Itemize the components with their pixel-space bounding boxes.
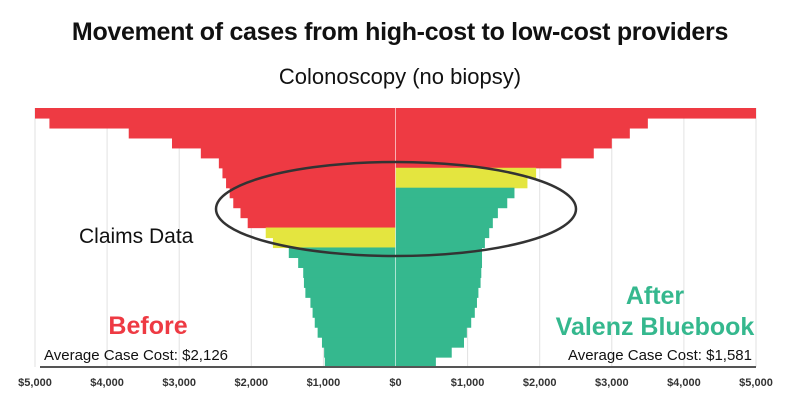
after-label-line2: Valenz Bluebook xyxy=(556,313,755,341)
x-tick-label: $5,000 xyxy=(739,377,773,389)
before-bar-low-cost xyxy=(312,307,396,318)
after-bar-mid-cost xyxy=(395,177,528,189)
x-tick-label: $3,000 xyxy=(595,377,629,389)
before-bar-low-cost xyxy=(298,257,396,268)
before-bar-high-cost xyxy=(128,127,396,139)
before-bar-mid-cost xyxy=(272,237,396,249)
after-bar-low-cost xyxy=(395,257,483,268)
before-average-cost: Average Case Cost: $2,126 xyxy=(44,347,228,364)
after-bar-low-cost xyxy=(395,217,493,229)
after-average-cost: Average Case Cost: $1,581 xyxy=(568,347,752,364)
claims-data-label: Claims Data xyxy=(79,225,194,248)
after-bar-low-cost xyxy=(395,307,475,318)
after-bar-low-cost xyxy=(395,317,472,328)
before-bar-low-cost xyxy=(305,287,396,298)
after-bar-low-cost xyxy=(395,357,436,368)
after-bar-high-cost xyxy=(395,117,648,129)
after-bar-low-cost xyxy=(395,277,481,288)
after-bar-high-cost xyxy=(395,137,612,149)
before-bar-high-cost xyxy=(35,108,396,119)
after-bar-low-cost xyxy=(395,207,498,219)
before-bar-low-cost xyxy=(310,297,396,308)
before-bar-high-cost xyxy=(240,207,396,219)
claims-data-ellipse xyxy=(214,160,578,258)
x-tick-label: $5,000 xyxy=(18,377,52,389)
before-bar-low-cost xyxy=(303,267,396,278)
before-bar-low-cost xyxy=(317,327,396,338)
after-bar-low-cost xyxy=(395,267,482,278)
after-bar-high-cost xyxy=(395,127,630,139)
after-bar-low-cost xyxy=(395,337,464,348)
before-bar-high-cost xyxy=(247,217,396,229)
before-bar-high-cost xyxy=(233,197,396,209)
after-bar-low-cost xyxy=(395,237,485,249)
x-tick-label: $2,000 xyxy=(234,377,268,389)
before-bar-high-cost xyxy=(171,137,396,149)
before-bar-low-cost xyxy=(324,357,396,368)
after-bar-low-cost xyxy=(395,247,483,259)
before-bar-high-cost xyxy=(226,177,396,189)
before-bar-high-cost xyxy=(218,157,396,169)
after-bar-low-cost xyxy=(395,187,515,199)
after-bar-mid-cost xyxy=(395,167,537,179)
x-tick-label: $1,000 xyxy=(451,377,485,389)
chart-title: Movement of cases from high-cost to low-… xyxy=(71,18,729,46)
x-tick-label: $4,000 xyxy=(90,377,124,389)
chart-subtitle: Colonoscopy (no biopsy) xyxy=(278,64,522,89)
after-label-line1: After xyxy=(626,282,685,310)
x-tick-label: $4,000 xyxy=(667,377,701,389)
after-bar-low-cost xyxy=(395,327,467,338)
after-bar-low-cost xyxy=(395,227,490,239)
before-bar-low-cost xyxy=(303,277,396,288)
after-bar-low-cost xyxy=(395,287,479,298)
x-tick-label: $0 xyxy=(389,377,401,389)
before-bar-low-cost xyxy=(321,337,396,348)
x-tick-label: $3,000 xyxy=(162,377,196,389)
after-bar-high-cost xyxy=(395,108,756,119)
after-bar-high-cost xyxy=(395,147,594,159)
after-bar-low-cost xyxy=(395,197,508,209)
after-bar-high-cost xyxy=(395,157,562,169)
before-bar-high-cost xyxy=(200,147,396,159)
after-bar-low-cost xyxy=(395,347,452,358)
x-tick-label: $2,000 xyxy=(523,377,557,389)
before-label: Before xyxy=(108,312,187,340)
before-bar-high-cost xyxy=(49,117,396,129)
before-bar-high-cost xyxy=(222,167,396,179)
x-tick-label: $1,000 xyxy=(307,377,341,389)
before-bar-low-cost xyxy=(324,347,396,358)
before-bar-low-cost xyxy=(314,317,396,328)
before-bar-high-cost xyxy=(229,187,396,199)
after-bar-low-cost xyxy=(395,297,477,308)
before-bar-mid-cost xyxy=(265,227,396,239)
